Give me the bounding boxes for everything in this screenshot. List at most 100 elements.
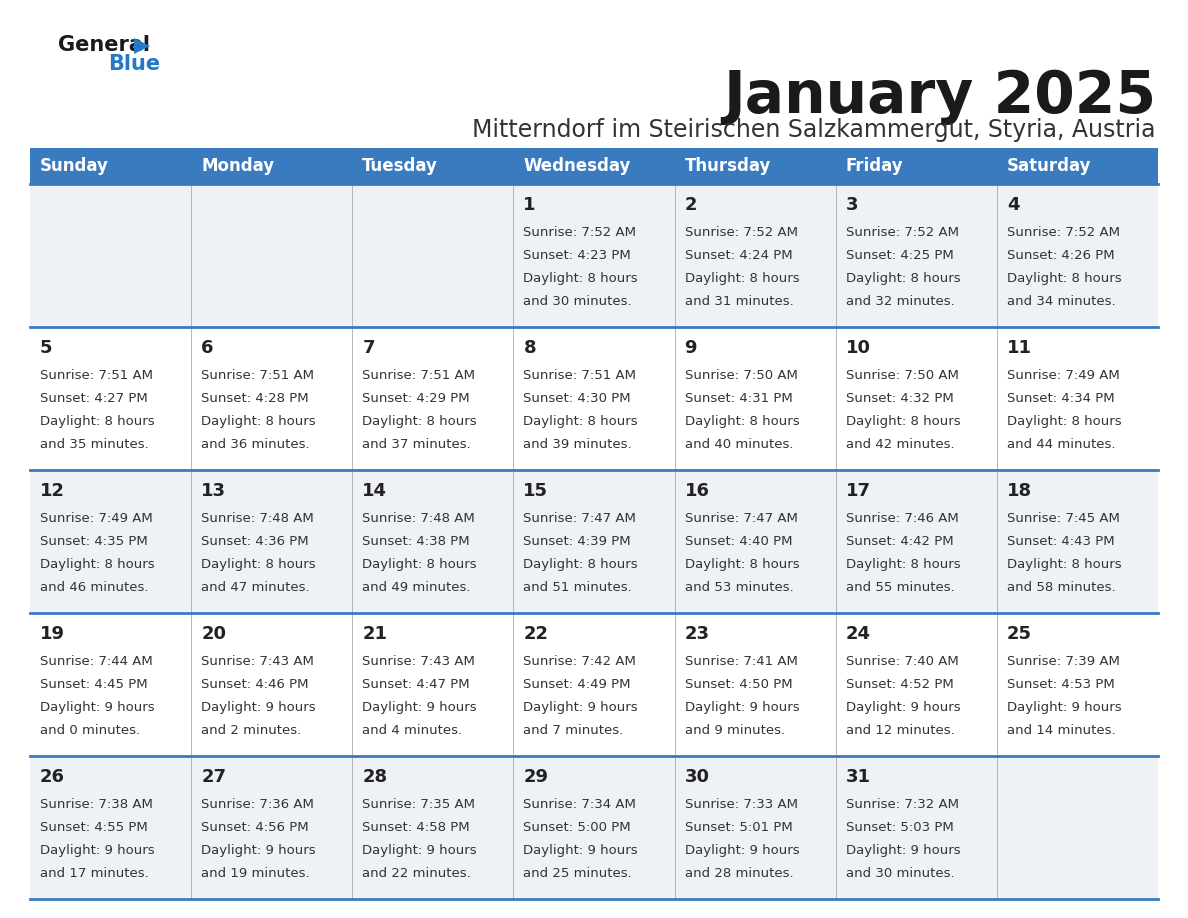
Text: Sunrise: 7:51 AM: Sunrise: 7:51 AM bbox=[201, 369, 314, 382]
Text: Thursday: Thursday bbox=[684, 157, 771, 175]
Bar bbox=[30, 756, 1158, 899]
Text: and 22 minutes.: and 22 minutes. bbox=[362, 867, 470, 880]
Text: Sunset: 4:50 PM: Sunset: 4:50 PM bbox=[684, 678, 792, 691]
Text: Daylight: 9 hours: Daylight: 9 hours bbox=[524, 701, 638, 714]
Text: Sunrise: 7:35 AM: Sunrise: 7:35 AM bbox=[362, 798, 475, 811]
Text: Sunrise: 7:40 AM: Sunrise: 7:40 AM bbox=[846, 655, 959, 668]
Text: 31: 31 bbox=[846, 768, 871, 786]
Text: 5: 5 bbox=[40, 339, 52, 357]
Text: Sunset: 4:55 PM: Sunset: 4:55 PM bbox=[40, 821, 147, 834]
Text: and 53 minutes.: and 53 minutes. bbox=[684, 581, 794, 594]
Text: Daylight: 9 hours: Daylight: 9 hours bbox=[40, 844, 154, 857]
Text: and 30 minutes.: and 30 minutes. bbox=[524, 295, 632, 308]
Text: General: General bbox=[58, 35, 150, 55]
Text: Sunset: 5:00 PM: Sunset: 5:00 PM bbox=[524, 821, 631, 834]
Text: Sunset: 4:58 PM: Sunset: 4:58 PM bbox=[362, 821, 470, 834]
Text: and 46 minutes.: and 46 minutes. bbox=[40, 581, 148, 594]
Text: Mitterndorf im Steirischen Salzkammergut, Styria, Austria: Mitterndorf im Steirischen Salzkammergut… bbox=[473, 118, 1156, 142]
Text: Daylight: 9 hours: Daylight: 9 hours bbox=[684, 844, 800, 857]
Text: Sunrise: 7:49 AM: Sunrise: 7:49 AM bbox=[1007, 369, 1119, 382]
Text: 8: 8 bbox=[524, 339, 536, 357]
Text: Sunrise: 7:45 AM: Sunrise: 7:45 AM bbox=[1007, 512, 1120, 525]
Text: 12: 12 bbox=[40, 482, 65, 500]
Text: Sunrise: 7:47 AM: Sunrise: 7:47 AM bbox=[684, 512, 797, 525]
Text: Sunrise: 7:51 AM: Sunrise: 7:51 AM bbox=[40, 369, 153, 382]
Text: 22: 22 bbox=[524, 625, 549, 643]
Text: Sunrise: 7:49 AM: Sunrise: 7:49 AM bbox=[40, 512, 153, 525]
Text: 10: 10 bbox=[846, 339, 871, 357]
Text: Sunset: 4:23 PM: Sunset: 4:23 PM bbox=[524, 249, 631, 262]
Text: Sunset: 4:38 PM: Sunset: 4:38 PM bbox=[362, 535, 470, 548]
Text: and 9 minutes.: and 9 minutes. bbox=[684, 724, 785, 737]
Text: Daylight: 8 hours: Daylight: 8 hours bbox=[1007, 558, 1121, 571]
Text: Daylight: 9 hours: Daylight: 9 hours bbox=[1007, 701, 1121, 714]
Text: Daylight: 8 hours: Daylight: 8 hours bbox=[524, 415, 638, 428]
Text: and 31 minutes.: and 31 minutes. bbox=[684, 295, 794, 308]
Text: Sunrise: 7:52 AM: Sunrise: 7:52 AM bbox=[684, 226, 797, 239]
Text: Sunrise: 7:46 AM: Sunrise: 7:46 AM bbox=[846, 512, 959, 525]
Text: Sunrise: 7:50 AM: Sunrise: 7:50 AM bbox=[846, 369, 959, 382]
Text: Sunrise: 7:48 AM: Sunrise: 7:48 AM bbox=[201, 512, 314, 525]
Text: Sunset: 4:25 PM: Sunset: 4:25 PM bbox=[846, 249, 954, 262]
Text: Daylight: 9 hours: Daylight: 9 hours bbox=[201, 844, 316, 857]
Bar bbox=[30, 470, 1158, 613]
Text: 9: 9 bbox=[684, 339, 697, 357]
Bar bbox=[30, 613, 1158, 756]
Text: Daylight: 8 hours: Daylight: 8 hours bbox=[846, 415, 960, 428]
Text: and 0 minutes.: and 0 minutes. bbox=[40, 724, 140, 737]
Text: Sunset: 4:43 PM: Sunset: 4:43 PM bbox=[1007, 535, 1114, 548]
Text: Sunrise: 7:51 AM: Sunrise: 7:51 AM bbox=[524, 369, 637, 382]
Text: 6: 6 bbox=[201, 339, 214, 357]
Text: Sunset: 4:29 PM: Sunset: 4:29 PM bbox=[362, 392, 470, 405]
Text: and 42 minutes.: and 42 minutes. bbox=[846, 438, 954, 451]
Text: Wednesday: Wednesday bbox=[524, 157, 631, 175]
Text: Daylight: 8 hours: Daylight: 8 hours bbox=[524, 272, 638, 285]
Text: Daylight: 9 hours: Daylight: 9 hours bbox=[684, 701, 800, 714]
Text: Sunrise: 7:47 AM: Sunrise: 7:47 AM bbox=[524, 512, 637, 525]
Text: 4: 4 bbox=[1007, 196, 1019, 214]
Text: 28: 28 bbox=[362, 768, 387, 786]
Text: and 51 minutes.: and 51 minutes. bbox=[524, 581, 632, 594]
Text: Daylight: 8 hours: Daylight: 8 hours bbox=[684, 415, 800, 428]
Text: Daylight: 8 hours: Daylight: 8 hours bbox=[846, 558, 960, 571]
Text: 2: 2 bbox=[684, 196, 697, 214]
Text: Sunset: 4:31 PM: Sunset: 4:31 PM bbox=[684, 392, 792, 405]
Text: Sunset: 4:35 PM: Sunset: 4:35 PM bbox=[40, 535, 147, 548]
Text: and 14 minutes.: and 14 minutes. bbox=[1007, 724, 1116, 737]
Text: and 55 minutes.: and 55 minutes. bbox=[846, 581, 954, 594]
Text: Daylight: 8 hours: Daylight: 8 hours bbox=[684, 272, 800, 285]
Text: 14: 14 bbox=[362, 482, 387, 500]
Text: and 28 minutes.: and 28 minutes. bbox=[684, 867, 794, 880]
Text: Sunset: 4:53 PM: Sunset: 4:53 PM bbox=[1007, 678, 1114, 691]
Text: Sunrise: 7:41 AM: Sunrise: 7:41 AM bbox=[684, 655, 797, 668]
Text: Sunset: 5:01 PM: Sunset: 5:01 PM bbox=[684, 821, 792, 834]
Text: 3: 3 bbox=[846, 196, 858, 214]
Text: Daylight: 9 hours: Daylight: 9 hours bbox=[201, 701, 316, 714]
Text: 27: 27 bbox=[201, 768, 226, 786]
Text: and 19 minutes.: and 19 minutes. bbox=[201, 867, 310, 880]
Text: and 58 minutes.: and 58 minutes. bbox=[1007, 581, 1116, 594]
Text: Sunset: 4:24 PM: Sunset: 4:24 PM bbox=[684, 249, 792, 262]
Text: Daylight: 8 hours: Daylight: 8 hours bbox=[684, 558, 800, 571]
Text: Sunrise: 7:52 AM: Sunrise: 7:52 AM bbox=[1007, 226, 1120, 239]
Text: 17: 17 bbox=[846, 482, 871, 500]
Text: Sunset: 4:30 PM: Sunset: 4:30 PM bbox=[524, 392, 631, 405]
Text: Sunset: 5:03 PM: Sunset: 5:03 PM bbox=[846, 821, 954, 834]
Text: Sunset: 4:47 PM: Sunset: 4:47 PM bbox=[362, 678, 470, 691]
Polygon shape bbox=[134, 38, 150, 54]
Text: Sunrise: 7:52 AM: Sunrise: 7:52 AM bbox=[524, 226, 637, 239]
Text: Sunrise: 7:50 AM: Sunrise: 7:50 AM bbox=[684, 369, 797, 382]
Text: 21: 21 bbox=[362, 625, 387, 643]
Text: Daylight: 8 hours: Daylight: 8 hours bbox=[846, 272, 960, 285]
Text: Sunset: 4:26 PM: Sunset: 4:26 PM bbox=[1007, 249, 1114, 262]
Text: Sunset: 4:56 PM: Sunset: 4:56 PM bbox=[201, 821, 309, 834]
Text: Sunrise: 7:32 AM: Sunrise: 7:32 AM bbox=[846, 798, 959, 811]
Text: 23: 23 bbox=[684, 625, 709, 643]
Text: and 40 minutes.: and 40 minutes. bbox=[684, 438, 794, 451]
Text: Sunset: 4:36 PM: Sunset: 4:36 PM bbox=[201, 535, 309, 548]
Text: Saturday: Saturday bbox=[1007, 157, 1092, 175]
Text: Daylight: 9 hours: Daylight: 9 hours bbox=[40, 701, 154, 714]
Text: Sunrise: 7:34 AM: Sunrise: 7:34 AM bbox=[524, 798, 637, 811]
Text: 13: 13 bbox=[201, 482, 226, 500]
Text: 18: 18 bbox=[1007, 482, 1032, 500]
